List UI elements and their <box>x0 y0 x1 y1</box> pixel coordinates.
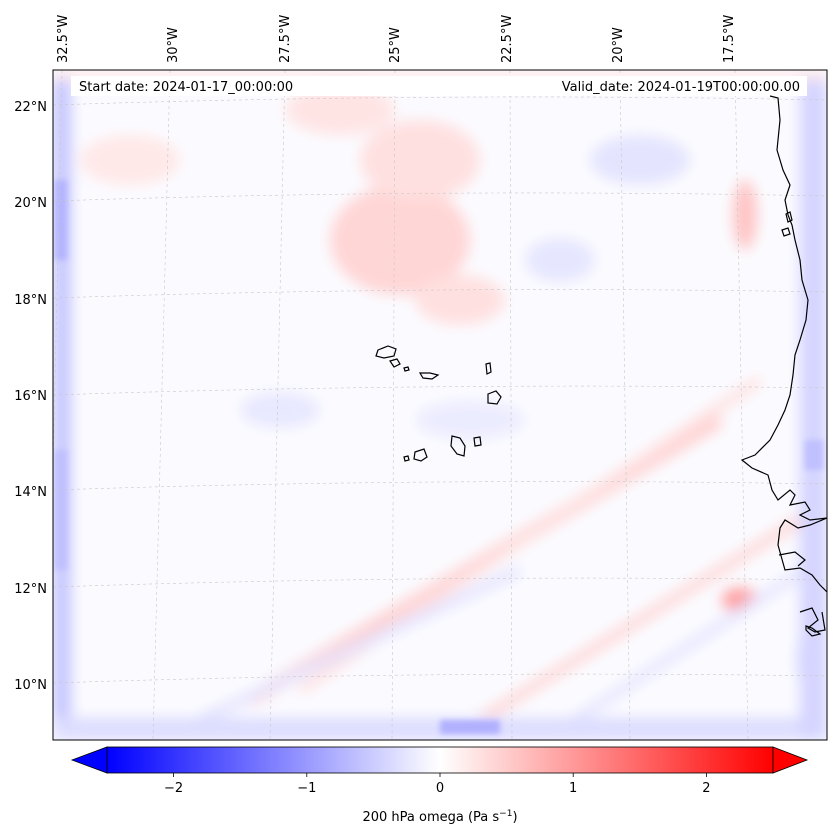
lat-label-20n: 20°N <box>14 196 47 211</box>
africa-coastline <box>740 95 827 593</box>
longitude-labels: 32.5°W 30°W 27.5°W 25°W 22.5°W 20°W 17.5… <box>56 15 737 63</box>
colorbar-tick-label: 0 <box>436 781 444 796</box>
map-frame <box>52 69 828 741</box>
lat-label-14n: 14°N <box>14 485 47 500</box>
colorbar-min-extend <box>70 746 108 774</box>
lat-label-10n: 10°N <box>14 678 47 693</box>
colorbar-tick-label: 1 <box>569 781 577 796</box>
lon-label-32-5w: 32.5°W <box>56 15 71 63</box>
lat-label-22n: 22°N <box>14 100 47 115</box>
colorbar-tick-label: −1 <box>297 781 316 796</box>
island-boa-vista <box>487 390 502 405</box>
colorbar-ticks: −2 −1 0 1 2 <box>164 773 711 796</box>
colorbar-tick-label: −2 <box>164 781 183 796</box>
bissagos-islands <box>805 625 822 637</box>
colorbar-max-extend <box>772 746 809 774</box>
boundary-highlights <box>55 180 823 734</box>
valid-date-label: Valid_date: 2024-01-19T00:00:00.00 <box>562 80 800 95</box>
gambia-coast <box>778 551 806 567</box>
lon-label-30w: 30°W <box>166 27 181 63</box>
latitude-labels: 22°N 20°N 18°N 16°N 14°N 12°N 10°N <box>14 100 47 693</box>
colorbar-label: 200 hPa omega (Pa s−1) <box>362 809 517 825</box>
island-brava <box>403 455 410 462</box>
lat-label-16n: 16°N <box>14 389 47 404</box>
island-santiago <box>450 435 466 457</box>
lon-label-17-5w: 17.5°W <box>722 15 737 63</box>
colorbar-tick-label: 2 <box>702 781 710 796</box>
lat-label-18n: 18°N <box>14 293 47 308</box>
coastlines <box>375 95 827 637</box>
map-panel <box>53 70 827 740</box>
colorbar: −2 −1 0 1 2 200 hPa omega (Pa s−1) <box>70 746 809 825</box>
bissagos-coast <box>799 607 826 633</box>
island-sao-nicolau <box>418 372 440 380</box>
island-santa-luzia <box>403 366 410 372</box>
coast-inlet-2 <box>781 227 791 237</box>
island-sao-vicente <box>389 358 401 368</box>
lon-label-20w: 20°W <box>611 27 626 63</box>
island-sal <box>485 362 492 375</box>
colorbar-label-exponent: −1 <box>499 809 512 819</box>
colorbar-gradient <box>106 746 774 774</box>
island-maio <box>473 436 482 447</box>
island-santo-antao <box>375 345 397 359</box>
lon-label-27-5w: 27.5°W <box>278 15 293 63</box>
graticule <box>53 70 827 740</box>
header-band <box>71 76 807 96</box>
start-date-label: Start date: 2024-01-17_00:00:00 <box>79 80 293 95</box>
lat-label-12n: 12°N <box>14 582 47 597</box>
lon-label-22-5w: 22.5°W <box>500 15 515 63</box>
lon-label-25w: 25°W <box>388 27 403 63</box>
coast-inlet <box>785 211 793 223</box>
island-fogo <box>413 448 428 462</box>
